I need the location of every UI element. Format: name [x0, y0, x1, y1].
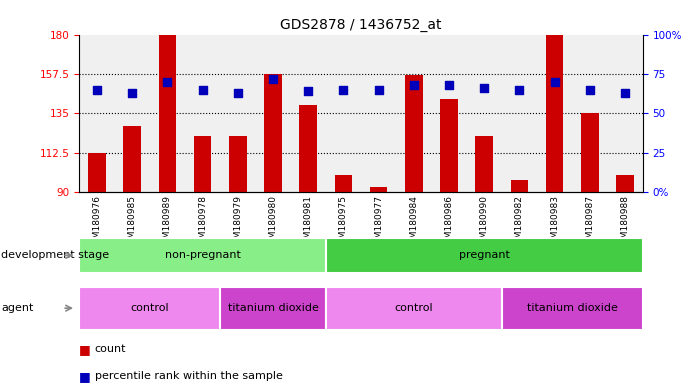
Bar	[124, 126, 141, 192]
Point	[514, 87, 525, 93]
Point	[338, 87, 349, 93]
Title: GDS2878 / 1436752_at: GDS2878 / 1436752_at	[281, 18, 442, 32]
Bar	[88, 153, 106, 192]
Text: percentile rank within the sample: percentile rank within the sample	[95, 371, 283, 381]
Point	[162, 79, 173, 85]
Point	[126, 90, 138, 96]
Point	[197, 87, 208, 93]
Point	[444, 82, 455, 88]
Bar	[159, 35, 176, 192]
Point	[232, 90, 243, 96]
Text: titanium dioxide: titanium dioxide	[227, 303, 319, 313]
Text: pregnant: pregnant	[459, 250, 510, 260]
Point	[479, 85, 490, 91]
Point	[373, 87, 384, 93]
Bar	[220, 286, 326, 330]
Bar	[334, 174, 352, 192]
Text: titanium dioxide: titanium dioxide	[527, 303, 618, 313]
Bar	[229, 136, 247, 192]
Bar	[79, 286, 220, 330]
Bar	[326, 238, 643, 273]
Bar	[511, 180, 528, 192]
Bar	[194, 136, 211, 192]
Bar	[405, 75, 423, 192]
Bar	[370, 187, 388, 192]
Bar	[326, 286, 502, 330]
Bar	[502, 286, 643, 330]
Text: development stage: development stage	[1, 250, 109, 260]
Bar	[616, 174, 634, 192]
Bar	[475, 136, 493, 192]
Text: ■: ■	[79, 343, 95, 356]
Point	[620, 90, 631, 96]
Bar	[264, 74, 282, 192]
Point	[267, 76, 278, 82]
Text: count: count	[95, 344, 126, 354]
Point	[303, 88, 314, 94]
Point	[91, 87, 102, 93]
Point	[408, 82, 419, 88]
Text: control: control	[395, 303, 433, 313]
Point	[549, 79, 560, 85]
Text: ■: ■	[79, 370, 95, 383]
Text: agent: agent	[1, 303, 34, 313]
Bar	[79, 238, 326, 273]
Bar	[546, 35, 563, 192]
Bar	[440, 99, 458, 192]
Text: non-pregnant: non-pregnant	[164, 250, 240, 260]
Text: control: control	[131, 303, 169, 313]
Point	[585, 87, 596, 93]
Bar	[581, 113, 598, 192]
Bar	[299, 104, 317, 192]
